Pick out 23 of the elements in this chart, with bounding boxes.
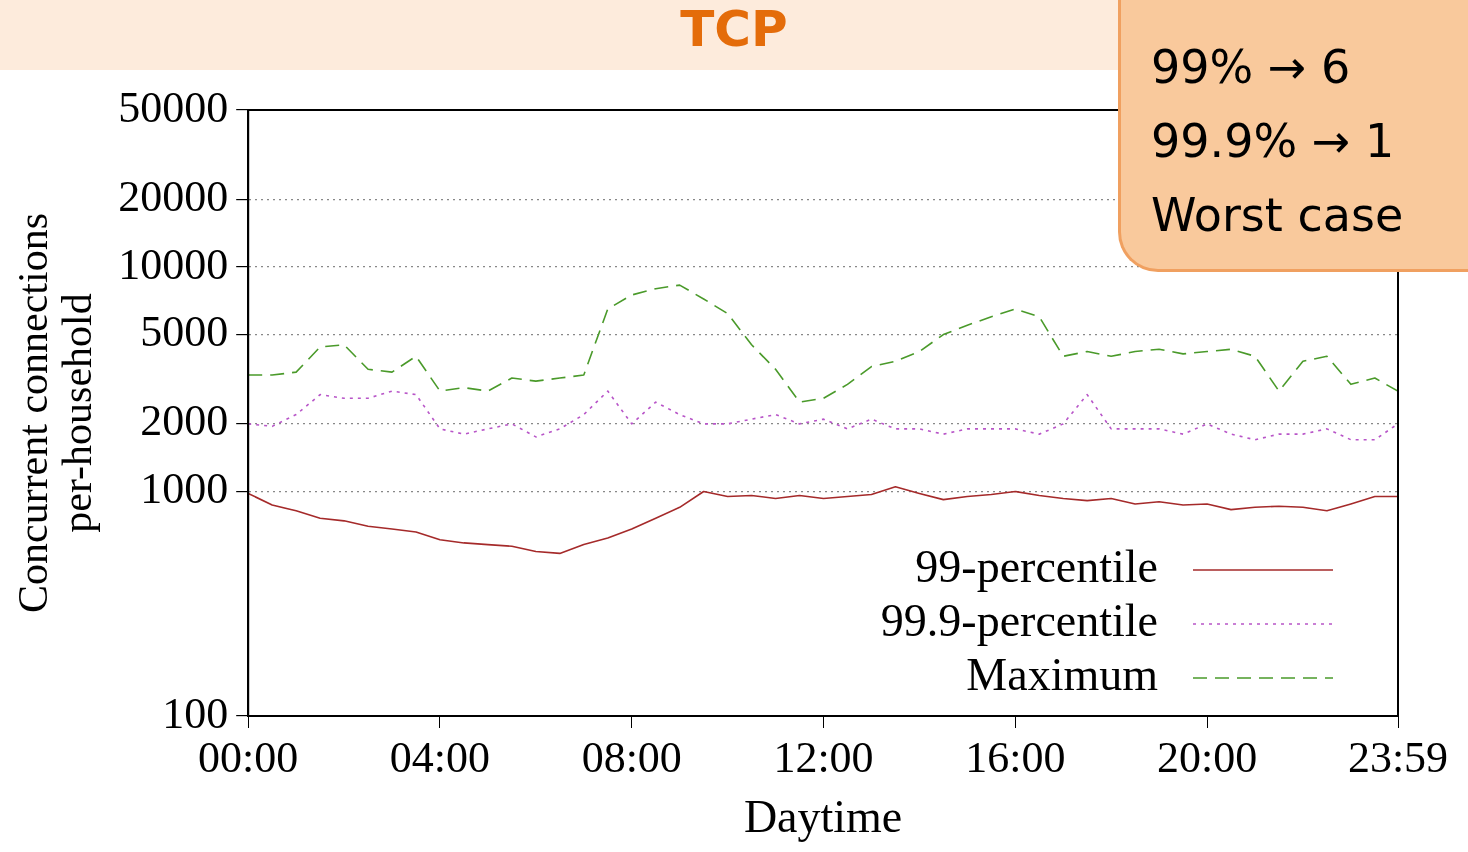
x-tick-label: 16:00 bbox=[965, 732, 1066, 782]
legend-label: 99-percentile bbox=[915, 541, 1158, 593]
x-axis-title: Daytime bbox=[743, 791, 903, 843]
x-tick-label: 20:00 bbox=[1156, 732, 1258, 782]
x-tick-label: 12:00 bbox=[773, 732, 874, 782]
y-tick-label: 10000 bbox=[118, 239, 229, 289]
chart-title: TCP bbox=[680, 0, 788, 58]
line-series bbox=[248, 284, 1398, 403]
y-axis-title: Concurrent connections per-household bbox=[10, 212, 101, 614]
annotation: Worst case bbox=[1151, 187, 1405, 244]
y-tick-label: 5000 bbox=[140, 307, 229, 357]
y-tick-label: 50000 bbox=[118, 82, 229, 132]
y-tick-label: 1000 bbox=[140, 464, 229, 514]
legend-label: 99.9-percentile bbox=[880, 595, 1158, 647]
x-tick-label: 04:00 bbox=[389, 732, 491, 782]
line-series bbox=[248, 390, 1398, 441]
x-tick-label: 08:00 bbox=[581, 732, 682, 782]
x-tick-label: 23:59 bbox=[1347, 732, 1449, 782]
y-tick-label: 20000 bbox=[118, 171, 229, 221]
legend-label: Maximum bbox=[966, 649, 1159, 701]
text: 99% → 6 bbox=[1151, 39, 1352, 96]
y-tick-label: 2000 bbox=[140, 396, 229, 446]
annotation: 99.9% → 1 bbox=[1151, 113, 1396, 170]
